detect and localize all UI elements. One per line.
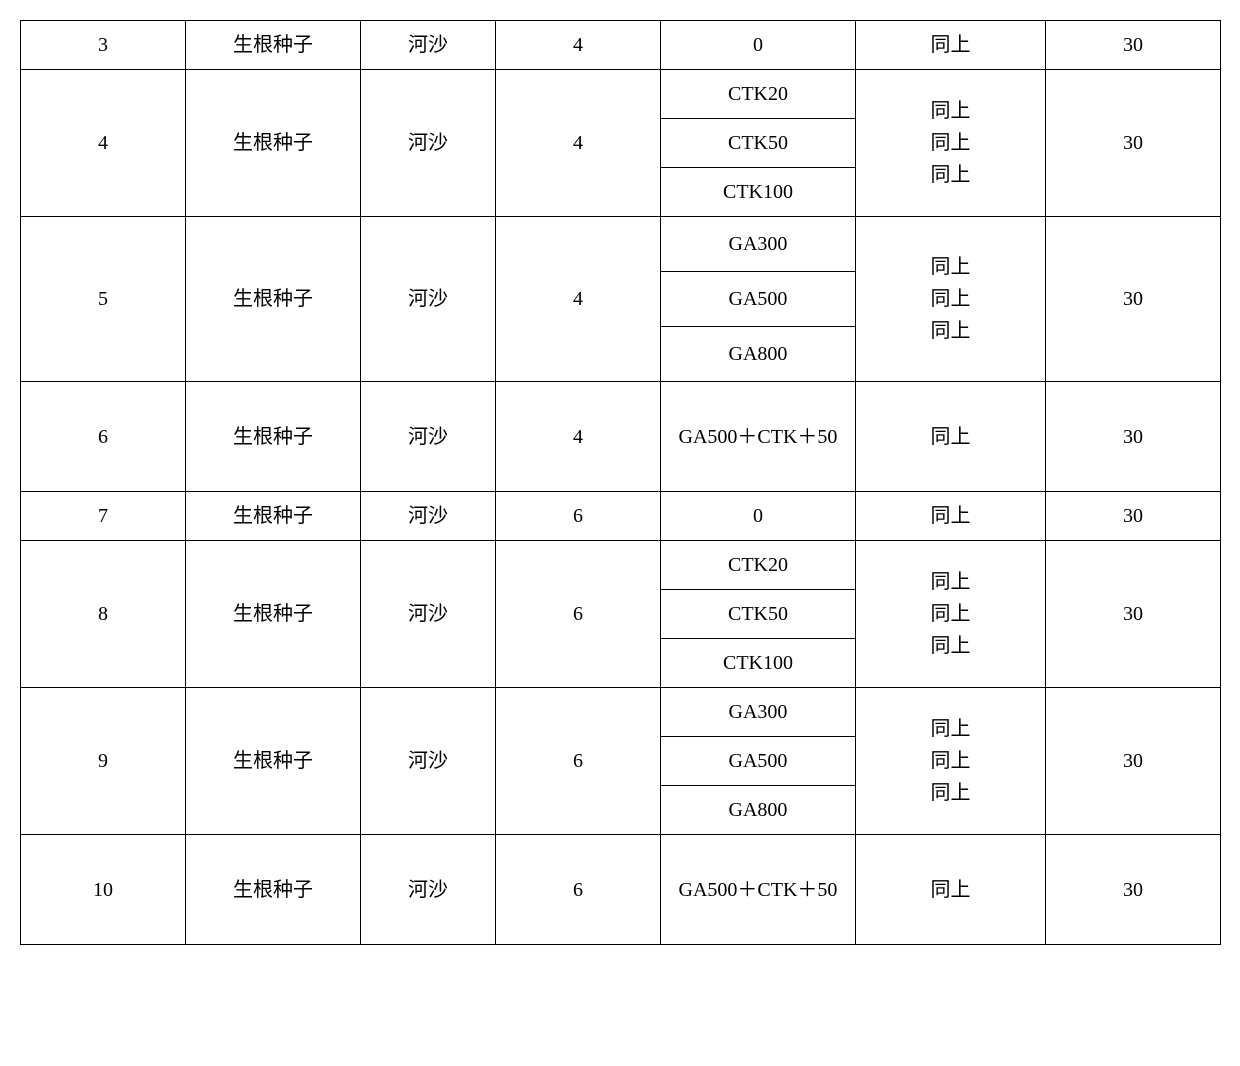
cell-num: 6 (496, 835, 661, 945)
note-line: 同上 (860, 251, 1041, 283)
table-row: 10 生根种子 河沙 6 GA500＋CTK＋50 同上 30 (21, 835, 1221, 945)
cell-id: 6 (21, 382, 186, 492)
table-row: 8 生根种子 河沙 6 CTK20 同上 同上 同上 30 (21, 541, 1221, 590)
cell-id: 7 (21, 492, 186, 541)
cell-treatment: GA500＋CTK＋50 (661, 382, 856, 492)
cell-seed: 生根种子 (186, 382, 361, 492)
cell-id: 9 (21, 688, 186, 835)
cell-seed: 生根种子 (186, 21, 361, 70)
note-line: 同上 (860, 630, 1041, 662)
cell-id: 3 (21, 21, 186, 70)
cell-substrate: 河沙 (361, 382, 496, 492)
note-line: 同上 (860, 777, 1041, 809)
data-table: 3 生根种子 河沙 4 0 同上 30 4 生根种子 河沙 4 CTK20 同上… (20, 20, 1221, 945)
cell-qty: 30 (1046, 835, 1221, 945)
note-line: 同上 (860, 745, 1041, 777)
cell-note: 同上 (856, 382, 1046, 492)
cell-treatment: 0 (661, 492, 856, 541)
cell-seed: 生根种子 (186, 70, 361, 217)
cell-note: 同上 (856, 21, 1046, 70)
cell-note: 同上 (856, 835, 1046, 945)
cell-note: 同上 同上 同上 (856, 541, 1046, 688)
cell-num: 6 (496, 492, 661, 541)
cell-qty: 30 (1046, 382, 1221, 492)
cell-seed: 生根种子 (186, 541, 361, 688)
cell-treatment: CTK20 (661, 541, 856, 590)
cell-note: 同上 同上 同上 (856, 70, 1046, 217)
cell-note: 同上 (856, 492, 1046, 541)
cell-treatment: GA300 (661, 217, 856, 272)
cell-id: 4 (21, 70, 186, 217)
cell-qty: 30 (1046, 217, 1221, 382)
cell-note: 同上 同上 同上 (856, 688, 1046, 835)
note-line: 同上 (860, 283, 1041, 315)
cell-seed: 生根种子 (186, 688, 361, 835)
cell-treatment: CTK100 (661, 639, 856, 688)
note-line: 同上 (860, 315, 1041, 347)
table-row: 5 生根种子 河沙 4 GA300 同上 同上 同上 30 (21, 217, 1221, 272)
cell-substrate: 河沙 (361, 70, 496, 217)
cell-substrate: 河沙 (361, 688, 496, 835)
cell-num: 6 (496, 688, 661, 835)
cell-treatment: GA500 (661, 737, 856, 786)
cell-treatment: GA500 (661, 272, 856, 327)
cell-substrate: 河沙 (361, 492, 496, 541)
cell-treatment: CTK50 (661, 119, 856, 168)
note-line: 同上 (860, 159, 1041, 191)
table-row: 7 生根种子 河沙 6 0 同上 30 (21, 492, 1221, 541)
cell-treatment: CTK20 (661, 70, 856, 119)
cell-qty: 30 (1046, 70, 1221, 217)
cell-treatment: GA800 (661, 786, 856, 835)
table-row: 6 生根种子 河沙 4 GA500＋CTK＋50 同上 30 (21, 382, 1221, 492)
table-row: 9 生根种子 河沙 6 GA300 同上 同上 同上 30 (21, 688, 1221, 737)
note-line: 同上 (860, 713, 1041, 745)
cell-substrate: 河沙 (361, 835, 496, 945)
cell-qty: 30 (1046, 21, 1221, 70)
cell-qty: 30 (1046, 492, 1221, 541)
table-row: 4 生根种子 河沙 4 CTK20 同上 同上 同上 30 (21, 70, 1221, 119)
cell-treatment: GA500＋CTK＋50 (661, 835, 856, 945)
cell-num: 4 (496, 382, 661, 492)
note-line: 同上 (860, 598, 1041, 630)
cell-substrate: 河沙 (361, 217, 496, 382)
cell-num: 4 (496, 217, 661, 382)
cell-note: 同上 同上 同上 (856, 217, 1046, 382)
cell-num: 6 (496, 541, 661, 688)
cell-id: 5 (21, 217, 186, 382)
cell-treatment: CTK100 (661, 168, 856, 217)
table-row: 3 生根种子 河沙 4 0 同上 30 (21, 21, 1221, 70)
cell-qty: 30 (1046, 688, 1221, 835)
cell-treatment: 0 (661, 21, 856, 70)
cell-id: 8 (21, 541, 186, 688)
cell-treatment: CTK50 (661, 590, 856, 639)
cell-seed: 生根种子 (186, 835, 361, 945)
cell-treatment: GA300 (661, 688, 856, 737)
cell-seed: 生根种子 (186, 217, 361, 382)
cell-num: 4 (496, 70, 661, 217)
cell-substrate: 河沙 (361, 21, 496, 70)
cell-qty: 30 (1046, 541, 1221, 688)
note-line: 同上 (860, 127, 1041, 159)
cell-seed: 生根种子 (186, 492, 361, 541)
cell-num: 4 (496, 21, 661, 70)
cell-substrate: 河沙 (361, 541, 496, 688)
note-line: 同上 (860, 566, 1041, 598)
note-line: 同上 (860, 95, 1041, 127)
cell-treatment: GA800 (661, 327, 856, 382)
cell-id: 10 (21, 835, 186, 945)
